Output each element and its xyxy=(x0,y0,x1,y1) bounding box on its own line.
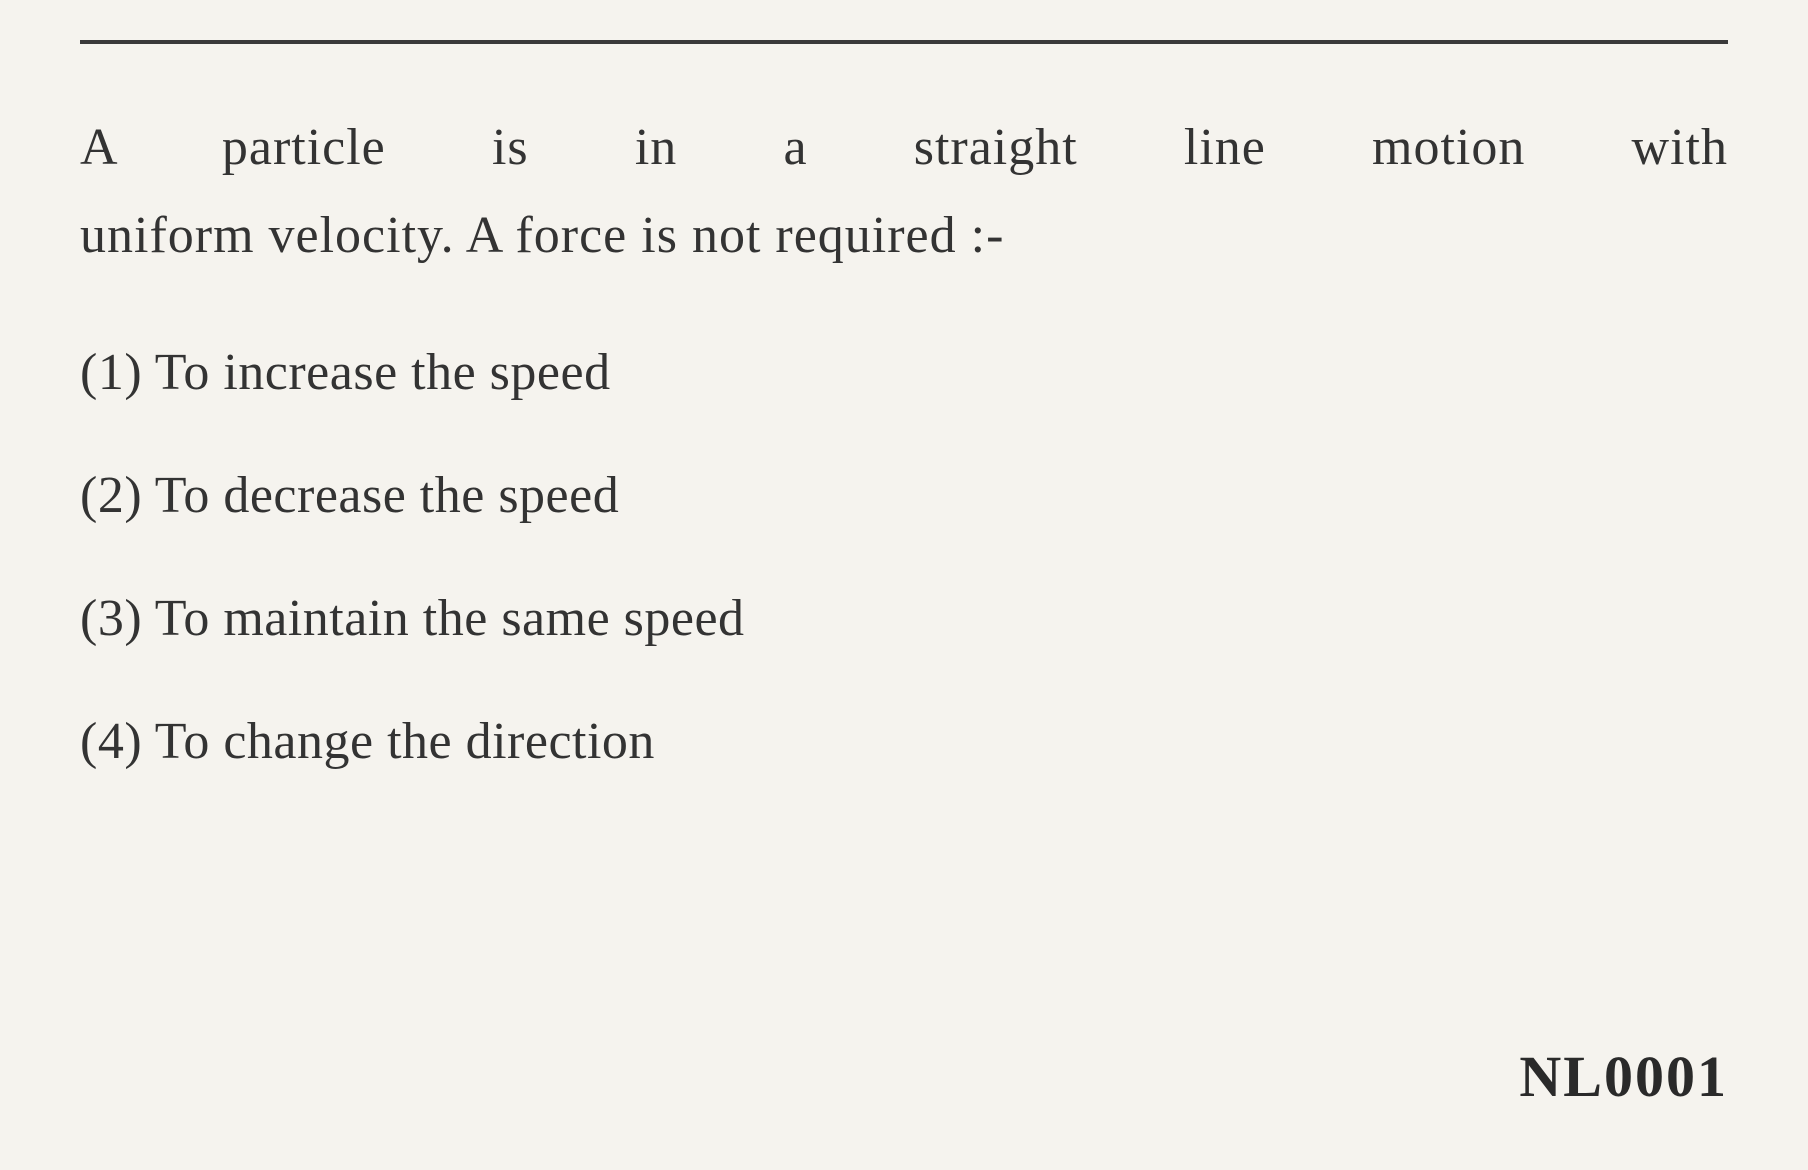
option-1[interactable]: (1) To increase the speed xyxy=(80,331,1728,414)
option-4[interactable]: (4) To change the direction xyxy=(80,700,1728,783)
question-line-2: uniform velocity. A force is not require… xyxy=(80,192,1728,280)
option-text: To decrease the speed xyxy=(155,467,620,524)
answer-options: (1) To increase the speed (2) To decreas… xyxy=(80,331,1728,784)
option-2[interactable]: (2) To decrease the speed xyxy=(80,454,1728,537)
option-number: (1) xyxy=(80,344,142,401)
question-page: A particle is in a straight line motion … xyxy=(80,40,1728,1130)
option-text: To increase the speed xyxy=(155,344,611,401)
option-text: To maintain the same speed xyxy=(155,590,745,647)
option-number: (2) xyxy=(80,467,142,524)
question-line-1: A particle is in a straight line motion … xyxy=(80,104,1728,192)
option-3[interactable]: (3) To maintain the same speed xyxy=(80,577,1728,660)
option-number: (4) xyxy=(80,713,142,770)
option-text: To change the direction xyxy=(155,713,655,770)
top-divider xyxy=(80,40,1728,44)
question-stem: A particle is in a straight line motion … xyxy=(80,104,1728,281)
option-number: (3) xyxy=(80,590,142,647)
question-code: NL0001 xyxy=(1519,1043,1728,1110)
